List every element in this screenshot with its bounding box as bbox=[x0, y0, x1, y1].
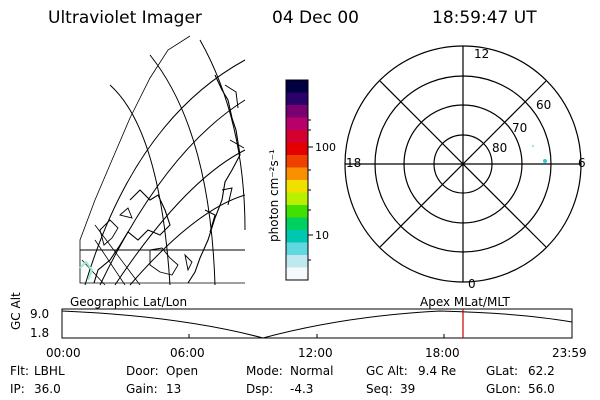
colorbar-segment bbox=[286, 92, 308, 106]
mlt-label-12: 12 bbox=[474, 47, 490, 61]
aurora-pixels bbox=[79, 260, 94, 281]
meridian-line bbox=[81, 224, 141, 286]
info-seq-value: 39 bbox=[400, 382, 416, 396]
colorbar-segment bbox=[286, 105, 308, 118]
colorbar-tick-10: 10 bbox=[315, 229, 329, 242]
timeline-ticks bbox=[61, 334, 573, 338]
map-edge bbox=[79, 35, 245, 284]
coastline bbox=[99, 207, 133, 246]
colorbar-tick-100: 100 bbox=[315, 141, 336, 154]
colorbar-segment bbox=[286, 255, 308, 268]
info-door-value: Open bbox=[166, 364, 199, 378]
info-gain-value: 13 bbox=[166, 382, 182, 396]
colorbar-segment bbox=[286, 192, 308, 206]
meridian-line bbox=[114, 149, 246, 286]
aurora-dot bbox=[543, 159, 547, 163]
lat-label-60: 60 bbox=[536, 98, 552, 112]
colorbar-frame bbox=[285, 79, 309, 281]
coastline bbox=[187, 74, 241, 284]
colorbar-segment bbox=[286, 80, 308, 93]
info-mode-key: Mode: bbox=[246, 364, 283, 378]
parallel-line bbox=[109, 84, 171, 286]
timeline-y-min: 1.8 bbox=[30, 326, 50, 340]
date-label: 04 Dec 00 bbox=[272, 8, 359, 28]
time-label: 18:59:47 UT bbox=[432, 8, 537, 28]
timeline-axis-label: GC Alt bbox=[9, 292, 23, 330]
mlt-label-18: 18 bbox=[346, 156, 362, 170]
info-flt-value: LBHL bbox=[34, 364, 65, 378]
polar-plot bbox=[344, 45, 582, 283]
coastline bbox=[149, 247, 193, 276]
info-gcalt-value: 9.4 Re bbox=[418, 364, 457, 378]
geographic-label: Geographic Lat/Lon bbox=[70, 295, 188, 309]
apex-label: Apex MLat/MLT bbox=[420, 295, 510, 309]
info-dsp-value: -4.3 bbox=[290, 382, 314, 396]
mlt-label-0: 0 bbox=[468, 277, 476, 291]
lat-label-70: 70 bbox=[512, 121, 528, 135]
timeline-x-0600: 06:00 bbox=[170, 346, 205, 360]
aurora-dot bbox=[531, 144, 535, 148]
mlt-line-diagonal bbox=[379, 80, 547, 248]
info-dsp-key: Dsp: bbox=[246, 382, 274, 396]
info-glon-value: 56.0 bbox=[528, 382, 555, 396]
parallel-line bbox=[149, 54, 216, 286]
altitude-curve bbox=[61, 310, 573, 339]
colorbar-segment bbox=[286, 217, 308, 231]
instrument-title: Ultraviolet Imager bbox=[48, 8, 202, 28]
meridian-line bbox=[129, 194, 246, 286]
info-ip-value: 36.0 bbox=[34, 382, 61, 396]
timeline-x-0000: 00:00 bbox=[46, 346, 81, 360]
timeline-x-1200: 12:00 bbox=[298, 346, 333, 360]
timeline-x-1800: 18:00 bbox=[425, 346, 460, 360]
info-mode-value: Normal bbox=[290, 364, 334, 378]
coastline bbox=[204, 84, 245, 233]
colorbar-segment bbox=[286, 117, 308, 131]
mlt-label-6: 6 bbox=[578, 156, 586, 170]
geographic-map bbox=[79, 35, 246, 286]
colorbar-segment bbox=[286, 205, 308, 218]
info-glon-key: GLon: bbox=[486, 382, 521, 396]
colorbar-segment bbox=[286, 155, 308, 168]
lat-label-80: 80 bbox=[492, 141, 508, 155]
colorbar-segment bbox=[286, 130, 308, 143]
colorbar-segment bbox=[286, 242, 308, 256]
info-door-key: Door: bbox=[126, 364, 159, 378]
info-gain-key: Gain: bbox=[126, 382, 158, 396]
info-glat-key: GLat: bbox=[486, 364, 519, 378]
info-seq-key: Seq: bbox=[366, 382, 393, 396]
colorbar-segment bbox=[286, 167, 308, 181]
timeline-y-max: 9.0 bbox=[30, 307, 50, 321]
parallel-line bbox=[199, 39, 246, 231]
colorbar-segment bbox=[286, 230, 308, 243]
info-glat-value: 62.2 bbox=[528, 364, 555, 378]
colorbar-ticks bbox=[308, 119, 313, 261]
colorbar-unit-label: photon cm⁻²s⁻¹ bbox=[267, 149, 281, 242]
colorbar-segment bbox=[286, 180, 308, 193]
colorbar-segment bbox=[286, 142, 308, 156]
info-gcalt-key: GC Alt: bbox=[366, 364, 408, 378]
info-flt-key: Flt: bbox=[10, 364, 29, 378]
info-ip-key: IP: bbox=[10, 382, 25, 396]
timeline-x-2359: 23:59 bbox=[552, 346, 587, 360]
coastline bbox=[93, 189, 171, 284]
meridian-line bbox=[99, 99, 246, 286]
colorbar-segment bbox=[286, 267, 308, 281]
colorbar bbox=[286, 80, 308, 281]
